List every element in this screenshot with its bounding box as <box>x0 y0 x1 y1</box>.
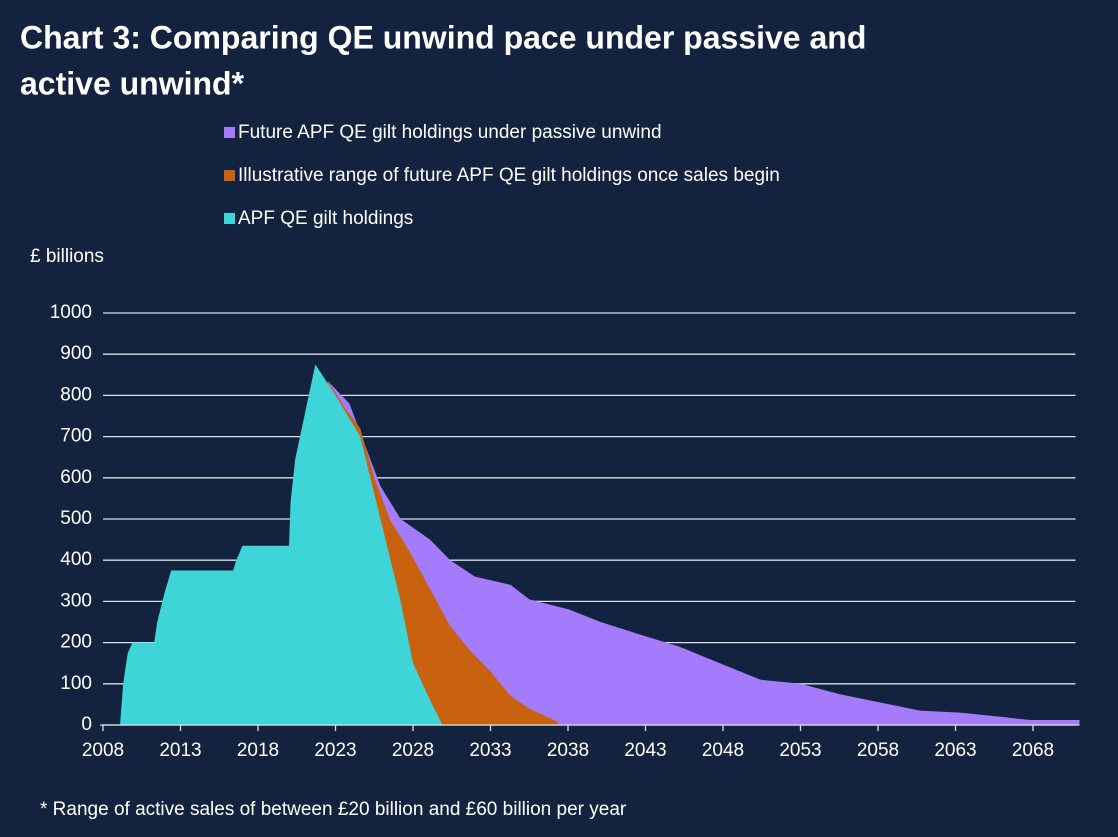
legend-swatch <box>224 127 235 138</box>
y-tick-label: 800 <box>60 384 92 405</box>
chart-title: Chart 3: Comparing QE unwind pace under … <box>20 19 866 55</box>
legend-label: APF QE gilt holdings <box>238 208 413 229</box>
x-tick-label: 2018 <box>237 740 279 761</box>
y-tick-label: 300 <box>60 590 92 611</box>
x-tick-label: 2043 <box>624 740 666 761</box>
y-tick-label: 700 <box>60 426 92 447</box>
chart-title: active unwind* <box>20 65 245 101</box>
x-tick-label: 2058 <box>857 740 899 761</box>
x-tick-label: 2053 <box>779 740 821 761</box>
y-tick-label: 100 <box>60 673 92 694</box>
legend-swatch <box>224 170 235 181</box>
y-tick-label: 500 <box>60 508 92 529</box>
x-tick-label: 2048 <box>702 740 744 761</box>
x-tick-label: 2068 <box>1012 740 1054 761</box>
x-tick-label: 2028 <box>392 740 434 761</box>
y-tick-label: 600 <box>60 467 92 488</box>
x-tick-label: 2023 <box>314 740 356 761</box>
x-tick-label: 2038 <box>547 740 589 761</box>
y-tick-label: 0 <box>81 714 92 735</box>
y-axis-label: £ billions <box>30 246 104 267</box>
y-tick-label: 400 <box>60 549 92 570</box>
y-tick-label: 200 <box>60 632 92 653</box>
legend-swatch <box>224 213 235 224</box>
x-tick-label: 2063 <box>934 740 976 761</box>
legend-label: Future APF QE gilt holdings under passiv… <box>238 122 662 143</box>
legend-label: Illustrative range of future APF QE gilt… <box>238 165 780 186</box>
x-tick-label: 2008 <box>82 740 124 761</box>
y-tick-label: 1000 <box>50 302 92 323</box>
area <box>120 364 443 725</box>
x-tick-label: 2013 <box>159 740 201 761</box>
y-tick-label: 900 <box>60 343 92 364</box>
footnote: * Range of active sales of between £20 b… <box>40 799 627 820</box>
area <box>327 380 1080 725</box>
x-tick-label: 2033 <box>469 740 511 761</box>
